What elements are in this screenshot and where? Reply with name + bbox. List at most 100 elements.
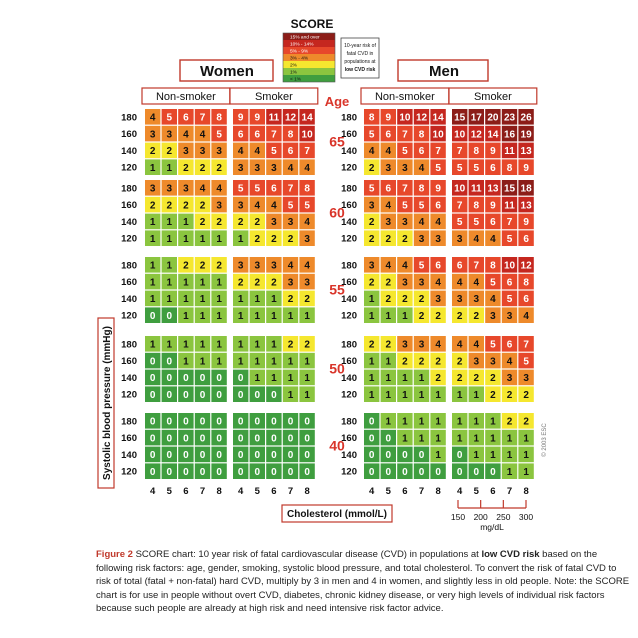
risk-cell [485, 413, 501, 429]
risk-value: 8 [369, 113, 375, 124]
risk-cell [211, 463, 227, 479]
risk-value: 2 [457, 311, 463, 322]
risk-cell [413, 413, 430, 429]
risk-value: 5 [507, 294, 513, 305]
risk-cell [518, 290, 534, 307]
risk-value: 0 [216, 390, 222, 401]
risk-cell [266, 413, 282, 429]
risk-cell [413, 213, 430, 230]
risk-cell [485, 196, 501, 213]
risk-cell [430, 109, 446, 125]
risk-value: 1 [507, 467, 513, 478]
legend-swatch [283, 54, 335, 61]
risk-cell [468, 109, 484, 125]
risk-value: 2 [288, 234, 294, 245]
risk-cell [145, 386, 161, 402]
risk-cell [364, 352, 380, 369]
risk-cell [452, 429, 468, 446]
risk-cell [194, 290, 211, 307]
risk-cell [452, 109, 468, 125]
risk-value: 7 [474, 261, 480, 272]
risk-value: 10 [302, 129, 314, 140]
risk-value: 7 [435, 146, 441, 157]
risk-cell [413, 142, 430, 159]
risk-value: 0 [183, 467, 189, 478]
sbp-tick: 140 [121, 146, 137, 157]
risk-cell [161, 257, 177, 273]
risk-cell [413, 125, 430, 142]
risk-value: 9 [490, 146, 496, 157]
risk-cell [282, 125, 299, 142]
risk-cell [485, 180, 501, 196]
risk-value: 2 [200, 163, 206, 174]
risk-cell [364, 109, 380, 125]
risk-value: 2 [200, 200, 206, 211]
risk-cell [266, 273, 282, 290]
risk-cell [501, 413, 518, 429]
risk-value: 18 [521, 184, 533, 195]
risk-cell [194, 109, 211, 125]
sbp-tick: 180 [121, 260, 137, 271]
risk-value: 10 [433, 129, 445, 140]
risk-value: 4 [386, 261, 392, 272]
legend-label: 2% [290, 62, 298, 68]
risk-cell [266, 257, 282, 273]
chol-tick: 4 [238, 486, 244, 497]
risk-value: 9 [386, 113, 392, 124]
risk-value: 1 [386, 356, 392, 367]
risk-value: 13 [521, 200, 533, 211]
risk-value: 2 [507, 417, 513, 428]
risk-value: 1 [150, 340, 156, 351]
risk-value: 5 [457, 163, 463, 174]
risk-cell [145, 196, 161, 213]
chol-tick: 8 [304, 486, 309, 497]
risk-cell [430, 386, 446, 402]
chol-tick: 6 [402, 486, 407, 497]
risk-cell [468, 142, 484, 159]
risk-value: 1 [200, 340, 206, 351]
risk-value: 1 [150, 234, 156, 245]
risk-cell [249, 336, 265, 352]
risk-value: 0 [402, 450, 408, 461]
risk-value: 12 [416, 113, 428, 124]
risk-value: 0 [271, 390, 277, 401]
risk-value: 1 [474, 450, 480, 461]
risk-cell [178, 386, 194, 402]
risk-cell [178, 230, 194, 246]
risk-cell [518, 386, 534, 402]
risk-cell [282, 257, 299, 273]
risk-cell [430, 463, 446, 479]
risk-value: 5 [304, 200, 310, 211]
risk-value: 0 [435, 467, 441, 478]
risk-cell [501, 336, 518, 352]
risk-cell [468, 307, 484, 323]
risk-cell [194, 446, 211, 463]
risk-cell [266, 386, 282, 402]
risk-cell [485, 429, 501, 446]
risk-value: 1 [200, 356, 206, 367]
risk-value: 3 [474, 356, 480, 367]
risk-value: 0 [304, 467, 310, 478]
risk-value: 7 [457, 146, 463, 157]
score-title: SCORE [291, 17, 334, 31]
risk-cell [249, 429, 265, 446]
risk-value: 5 [167, 113, 173, 124]
risk-cell [249, 273, 265, 290]
sex-label-box [179, 59, 274, 82]
chol-tick: 5 [167, 486, 173, 497]
sbp-tick: 140 [121, 294, 137, 305]
risk-cell [518, 257, 534, 273]
age-label: 55 [329, 282, 345, 298]
risk-cell [452, 196, 468, 213]
risk-value: 2 [216, 163, 222, 174]
sbp-tick: 120 [121, 234, 137, 245]
sbp-tick: 120 [341, 163, 357, 174]
sbp-tick: 180 [121, 416, 137, 427]
risk-cell [501, 429, 518, 446]
risk-value: 3 [150, 129, 156, 140]
risk-cell [430, 369, 446, 386]
risk-value: 3 [435, 234, 441, 245]
risk-value: 5 [474, 163, 480, 174]
chol-tick: 4 [150, 486, 156, 497]
